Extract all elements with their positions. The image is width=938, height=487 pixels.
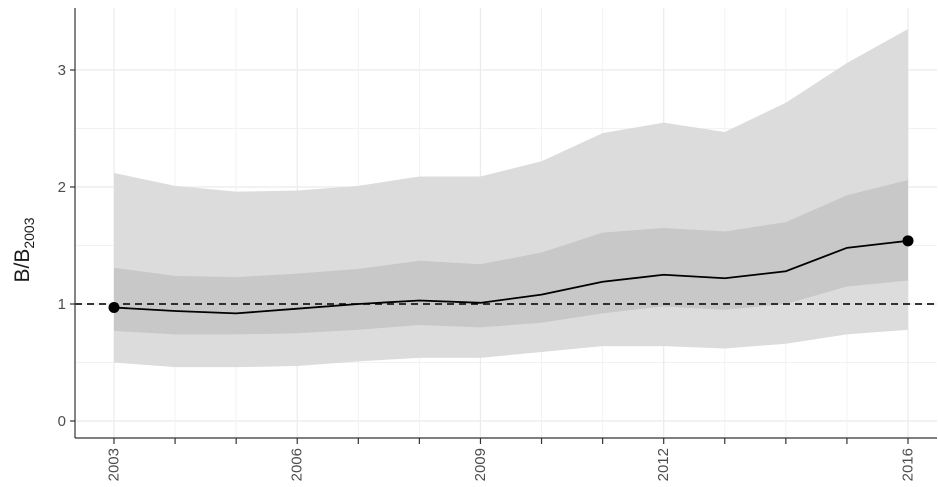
endpoint-marker: [108, 302, 120, 314]
x-tick-label: 2006: [289, 448, 306, 481]
series-line: [113, 239, 909, 315]
y-tick-label: 1: [58, 296, 66, 313]
x-axis-ticks: 2003 2006 2009 2012 2016: [106, 438, 917, 481]
inner-band: [114, 179, 908, 335]
y-axis-ticks: 0 1 2 3: [58, 62, 75, 430]
x-tick-label: 2012: [655, 448, 672, 481]
y-axis-label-main: B/B: [10, 248, 34, 283]
confidence-bands: [114, 29, 908, 368]
y-tick-label: 2: [58, 179, 66, 196]
endpoint-markers: [108, 235, 914, 314]
y-axis-label-subscript: 2003: [21, 217, 38, 249]
x-tick-label: 2009: [472, 448, 489, 481]
y-tick-label: 0: [58, 413, 66, 430]
axes: [74, 8, 937, 439]
series-lines: [113, 239, 909, 315]
x-tick-label: 2016: [900, 448, 917, 481]
endpoint-marker: [902, 235, 914, 247]
x-tick-label: 2003: [106, 448, 123, 481]
y-tick-label: 3: [58, 62, 66, 79]
y-axis-label: B/B2003: [4, 170, 44, 330]
